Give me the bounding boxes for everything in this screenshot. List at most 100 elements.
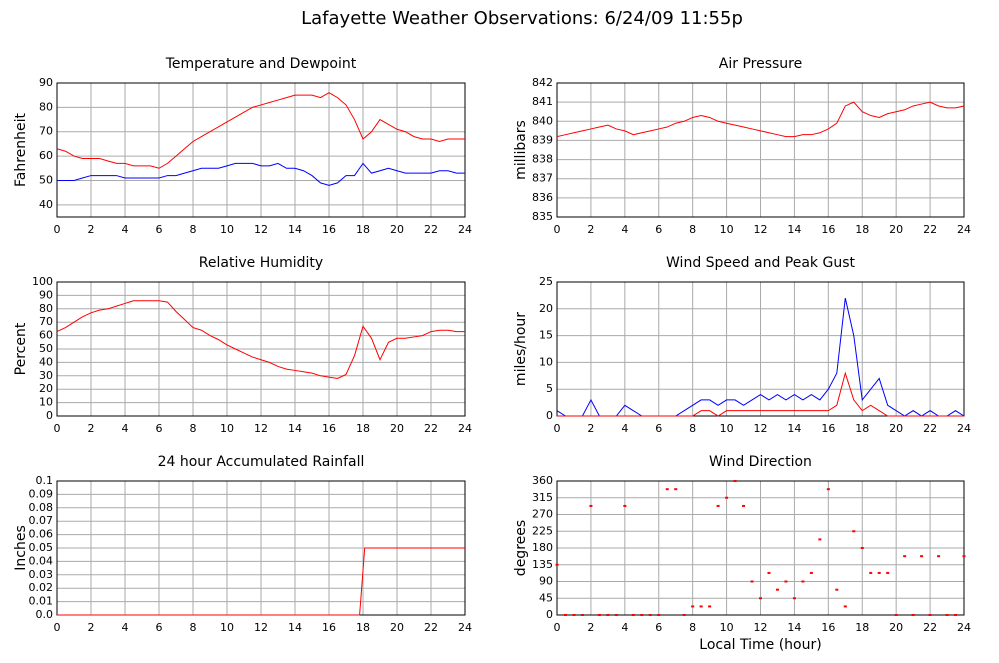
data-point bbox=[784, 580, 788, 583]
y-tick-label: 60 bbox=[39, 329, 53, 342]
y-tick-label: 60 bbox=[39, 149, 53, 162]
data-point bbox=[835, 588, 839, 591]
y-tick-label: 10 bbox=[39, 396, 53, 409]
y-tick-label: 0.03 bbox=[29, 568, 54, 581]
data-point bbox=[614, 614, 618, 616]
y-tick-label: 835 bbox=[532, 210, 553, 223]
x-tick-label: 20 bbox=[390, 223, 404, 236]
y-tick-label: 135 bbox=[532, 558, 553, 571]
y-tick-label: 80 bbox=[39, 100, 53, 113]
data-point bbox=[640, 614, 644, 616]
data-point bbox=[928, 614, 932, 616]
y-tick-label: 0 bbox=[46, 409, 53, 422]
x-tick-label: 0 bbox=[554, 422, 561, 435]
x-tick-label: 14 bbox=[787, 621, 801, 634]
y-tick-label: 0 bbox=[546, 409, 553, 422]
y-tick-label: 0 bbox=[546, 608, 553, 621]
x-tick-label: 20 bbox=[390, 422, 404, 435]
data-point bbox=[674, 488, 678, 491]
x-tick-label: 6 bbox=[156, 223, 163, 236]
y-tick-label: 0.09 bbox=[29, 487, 54, 500]
data-line bbox=[57, 162, 465, 186]
chart-title: Wind Speed and Peak Gust bbox=[666, 255, 855, 271]
x-tick-label: 4 bbox=[621, 223, 628, 236]
data-line bbox=[557, 371, 964, 417]
data-line bbox=[556, 297, 965, 417]
x-tick-label: 2 bbox=[88, 422, 95, 435]
x-tick-label: 16 bbox=[821, 621, 835, 634]
data-point bbox=[725, 496, 729, 499]
data-point bbox=[911, 614, 915, 616]
x-tick-label: 24 bbox=[458, 422, 472, 435]
y-tick-label: 837 bbox=[532, 172, 553, 185]
data-line bbox=[57, 547, 465, 616]
x-tick-label: 16 bbox=[821, 223, 835, 236]
y-tick-label: 840 bbox=[532, 114, 553, 127]
x-tick-label: 8 bbox=[689, 223, 696, 236]
x-tick-label: 0 bbox=[54, 422, 61, 435]
y-tick-label: 0.0 bbox=[36, 608, 54, 621]
x-tick-label: 10 bbox=[220, 422, 234, 435]
x-tick-label: 16 bbox=[322, 621, 336, 634]
data-point bbox=[818, 538, 822, 541]
data-point bbox=[920, 555, 924, 558]
y-tick-label: 0.06 bbox=[29, 528, 54, 541]
y-axis-label: Fahrenheit bbox=[13, 112, 29, 187]
x-tick-label: 6 bbox=[156, 422, 163, 435]
x-tick-label: 0 bbox=[54, 223, 61, 236]
x-tick-label: 6 bbox=[655, 223, 662, 236]
y-tick-label: 0.07 bbox=[29, 514, 54, 527]
data-point bbox=[886, 571, 890, 574]
plot-frame bbox=[556, 82, 965, 218]
x-tick-label: 12 bbox=[754, 621, 768, 634]
x-tick-label: 16 bbox=[821, 422, 835, 435]
data-point bbox=[750, 580, 754, 583]
x-tick-label: 14 bbox=[787, 422, 801, 435]
x-tick-label: 24 bbox=[957, 621, 971, 634]
x-tick-label: 12 bbox=[754, 422, 768, 435]
x-tick-label: 2 bbox=[88, 223, 95, 236]
x-tick-label: 16 bbox=[322, 223, 336, 236]
y-tick-label: 45 bbox=[539, 591, 553, 604]
y-tick-label: 20 bbox=[39, 382, 53, 395]
y-tick-label: 40 bbox=[39, 355, 53, 368]
x-tick-label: 18 bbox=[855, 621, 869, 634]
y-tick-label: 100 bbox=[32, 275, 53, 288]
x-tick-label: 18 bbox=[855, 422, 869, 435]
y-axis-label: Inches bbox=[13, 525, 29, 570]
chart-title: Air Pressure bbox=[719, 56, 802, 72]
x-tick-label: 0 bbox=[554, 621, 561, 634]
x-tick-label: 0 bbox=[54, 621, 61, 634]
data-point bbox=[631, 614, 635, 616]
x-tick-label: 12 bbox=[254, 621, 268, 634]
x-tick-label: 14 bbox=[787, 223, 801, 236]
y-tick-label: 50 bbox=[39, 342, 53, 355]
data-point bbox=[852, 530, 856, 533]
x-tick-label: 18 bbox=[356, 621, 370, 634]
data-point bbox=[563, 614, 567, 616]
chart-title: Temperature and Dewpoint bbox=[165, 56, 357, 72]
x-tick-label: 18 bbox=[356, 223, 370, 236]
y-tick-label: 841 bbox=[532, 95, 553, 108]
y-tick-label: 0.01 bbox=[29, 595, 54, 608]
x-tick-label: 22 bbox=[923, 422, 937, 435]
y-tick-label: 0.02 bbox=[29, 581, 54, 594]
y-tick-label: 80 bbox=[39, 302, 53, 315]
x-tick-label: 20 bbox=[889, 621, 903, 634]
x-tick-label: 6 bbox=[156, 621, 163, 634]
y-tick-label: 842 bbox=[532, 76, 553, 89]
x-tick-label: 24 bbox=[458, 621, 472, 634]
data-point bbox=[759, 597, 762, 600]
y-tick-label: 25 bbox=[539, 275, 553, 288]
x-tick-label: 12 bbox=[754, 223, 768, 236]
data-point bbox=[733, 480, 737, 482]
x-tick-label: 8 bbox=[190, 223, 197, 236]
y-tick-label: 90 bbox=[39, 76, 53, 89]
x-tick-label: 20 bbox=[889, 223, 903, 236]
y-tick-label: 0.05 bbox=[29, 541, 54, 554]
x-tick-label: 8 bbox=[689, 621, 696, 634]
x-tick-label: 2 bbox=[88, 621, 95, 634]
x-tick-label: 4 bbox=[621, 621, 628, 634]
data-point bbox=[589, 504, 593, 507]
y-tick-label: 50 bbox=[39, 173, 53, 186]
